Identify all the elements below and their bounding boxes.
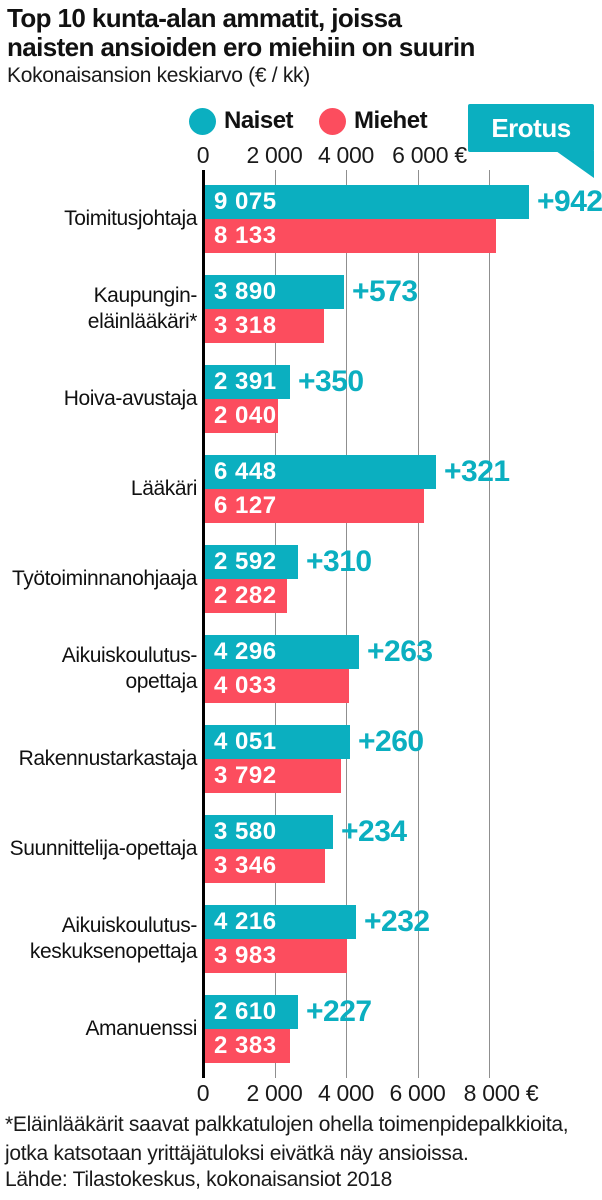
bar-value-label: 4 051 xyxy=(214,728,277,755)
chart-title: Top 10 kunta-alan ammatit, joissa naiste… xyxy=(7,3,475,62)
legend: Naiset Miehet xyxy=(189,106,428,136)
bar-value-label: 4 216 xyxy=(214,908,277,935)
diff-label: +263 xyxy=(367,635,433,668)
diff-label: +227 xyxy=(306,995,372,1028)
category-label: Rakennustarkastaja xyxy=(18,747,198,770)
bar-value-label: 3 890 xyxy=(214,278,277,305)
bar-naiset xyxy=(205,275,344,309)
x-axis-bottom: 0 2 000 4 000 6 000 8 000 € xyxy=(0,1080,602,1106)
category-label: Kaupungin- eläinlääkäri* xyxy=(87,284,198,333)
diff-label: +232 xyxy=(364,905,430,938)
bar-miehet xyxy=(205,309,324,343)
bar-value-label: 2 391 xyxy=(214,368,277,395)
diff-label: +350 xyxy=(298,365,364,398)
footnote: *Eläinlääkärit saavat palkkatulojen ohel… xyxy=(5,1113,569,1165)
bar-miehet xyxy=(205,489,424,523)
bar-value-label: 3 792 xyxy=(214,762,277,789)
axis-tick-label: 2 000 xyxy=(246,142,303,168)
chart-subtitle: Kokonaisansion keskiarvo (€ / kk) xyxy=(7,64,310,87)
gridline xyxy=(346,170,347,1078)
diff-label: +310 xyxy=(306,545,372,578)
bar-naiset xyxy=(205,635,359,669)
bar-naiset xyxy=(205,365,290,399)
axis-tick-label: 4 000 xyxy=(317,1080,375,1106)
bar-value-label: 4 296 xyxy=(214,638,277,665)
erotus-callout-tail-icon xyxy=(556,151,594,178)
category-label: Amanuenssi xyxy=(85,1017,197,1040)
diff-label: +942 xyxy=(537,185,602,218)
bar-value-label: 2 383 xyxy=(214,1032,277,1059)
axis-tick-label: 0 xyxy=(196,142,210,168)
category-label: Suunnittelija-opettaja xyxy=(9,837,198,860)
erotus-callout: Erotus xyxy=(468,104,594,152)
gridline xyxy=(275,170,276,1078)
legend-label-miehet: Miehet xyxy=(354,107,428,134)
bar-value-label: 9 075 xyxy=(214,188,277,215)
bar-value-label: 3 580 xyxy=(214,818,277,845)
category-label: Toimitusjohtaja xyxy=(64,207,197,230)
axis-tick-label: 2 000 xyxy=(246,1080,303,1106)
bar-value-label: 3 318 xyxy=(214,312,277,339)
legend-label-naiset: Naiset xyxy=(224,107,294,134)
diff-label: +321 xyxy=(444,455,510,488)
bar-miehet xyxy=(205,759,341,793)
axis-tick-label: 8 000 € xyxy=(463,1080,539,1106)
bar-naiset xyxy=(205,725,350,759)
category-label: Aikuiskoulutus- keskuksenopettaja xyxy=(29,914,198,963)
diff-label: +573 xyxy=(352,275,418,308)
bar-naiset xyxy=(205,995,298,1029)
source-line: Lähde: Tilastokeskus, kokonaisansiot 201… xyxy=(5,1168,392,1191)
bar-miehet xyxy=(205,1029,290,1063)
bar-miehet xyxy=(205,669,349,703)
diff-label: +234 xyxy=(341,815,407,848)
category-label: Lääkäri xyxy=(130,477,197,500)
bar-naiset xyxy=(205,545,298,579)
miehet-legend-dot-icon xyxy=(319,107,347,135)
axis-tick-label: 4 000 xyxy=(317,142,375,168)
axis-tick-label: 0 xyxy=(196,1080,210,1106)
bar-value-label: 3 983 xyxy=(214,942,277,969)
bar-value-label: 8 133 xyxy=(214,222,277,249)
bar-miehet xyxy=(205,399,278,433)
category-label: Työtoiminnanohjaaja xyxy=(11,567,197,590)
bar-miehet xyxy=(205,579,287,613)
bar-value-label: 6 448 xyxy=(214,458,277,485)
bar-value-label: 6 127 xyxy=(214,492,277,519)
bar-value-label: 2 610 xyxy=(214,998,277,1025)
bar-naiset xyxy=(205,815,333,849)
bar-naiset xyxy=(205,455,436,489)
category-label: Hoiva-avustaja xyxy=(63,387,198,410)
bar-value-label: 4 033 xyxy=(214,672,277,699)
bar-value-label: 2 282 xyxy=(214,582,277,609)
bar-value-label: 2 040 xyxy=(214,402,277,429)
bar-value-label: 3 346 xyxy=(214,852,277,879)
axis-tick-label: 6 000 xyxy=(389,1080,446,1106)
bar-naiset xyxy=(205,905,356,939)
bar-miehet xyxy=(205,219,496,253)
gridline xyxy=(418,170,419,1078)
bar-naiset xyxy=(205,185,529,219)
category-label: Aikuiskoulutus- opettaja xyxy=(61,644,198,693)
bar-miehet xyxy=(205,849,325,883)
gridline xyxy=(489,170,490,1078)
x-axis-top: 0 2 000 4 000 6 000 € xyxy=(0,142,602,168)
erotus-label: Erotus xyxy=(491,112,571,143)
axis-tick-label: 6 000 € xyxy=(392,142,467,168)
bar-miehet xyxy=(205,939,347,973)
y-axis-line xyxy=(202,170,205,1078)
naiset-legend-dot-icon xyxy=(189,107,216,135)
plot-area: Toimitusjohtaja 9 075 8 133 +942 Kaupungin- … xyxy=(0,170,602,1078)
diff-label: +260 xyxy=(358,725,424,758)
bar-value-label: 2 592 xyxy=(214,548,277,575)
